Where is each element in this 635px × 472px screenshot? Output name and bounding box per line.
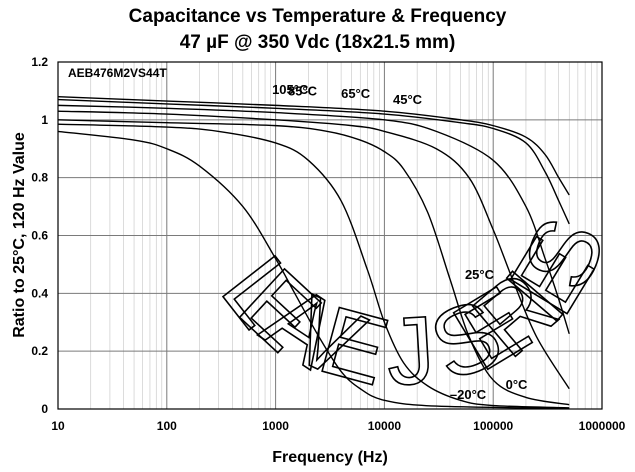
y-tick-label: 0.6 [31, 229, 48, 243]
series-label: 45°C [393, 92, 423, 107]
x-tick-label: 10 [51, 419, 65, 433]
series-label: 85°C [288, 83, 318, 98]
series-label: 105°C [272, 82, 309, 97]
axes: 10 100 1000 10000 100000 1000000 0 0.2 0.4 0.6 0.8… [31, 55, 625, 433]
x-tick-label: 100 [157, 419, 177, 433]
chart-title: Capacitance vs Temperature & Frequency [128, 6, 507, 27]
series-line [57, 130, 570, 410]
y-axis-label: Ratio to 25°C, 120 Hz Value [11, 132, 28, 338]
series-line [57, 123, 570, 409]
series-line [57, 110, 570, 390]
grid [57, 61, 603, 410]
series-line [57, 119, 570, 406]
y-tick-label: 0.8 [31, 171, 48, 185]
series-line [57, 96, 570, 196]
chart-subtitle: 47 µF @ 350 Vdc (18x21.5 mm) [179, 32, 456, 53]
watermark-letter: J [383, 296, 437, 406]
x-tick-label: 100000 [473, 419, 513, 433]
x-tick-label: 1000 [262, 419, 289, 433]
series-label: 0°C [506, 377, 528, 392]
x-tick-label: 1000000 [579, 419, 626, 433]
y-tick-label: 0.2 [31, 344, 48, 358]
x-axis-label: Frequency (Hz) [272, 449, 388, 466]
x-tick-label: 10000 [368, 419, 402, 433]
series-line [57, 104, 570, 335]
y-tick-label: 1 [41, 113, 48, 127]
part-number-label: AEB476M2VS44T [68, 66, 167, 80]
series-label: 25°C [465, 267, 495, 282]
y-tick-label: 0.4 [31, 286, 48, 300]
y-tick-label: 0 [41, 402, 48, 416]
series-line [57, 98, 570, 225]
series-label: –20°C [450, 387, 487, 402]
series-curves: 105°C85°C 65°C 45°C 25°C 0°C –20°C [57, 82, 570, 410]
y-tick-label: 1.2 [31, 55, 48, 69]
plot-frame [57, 61, 603, 410]
series-label: 65°C [341, 86, 371, 101]
